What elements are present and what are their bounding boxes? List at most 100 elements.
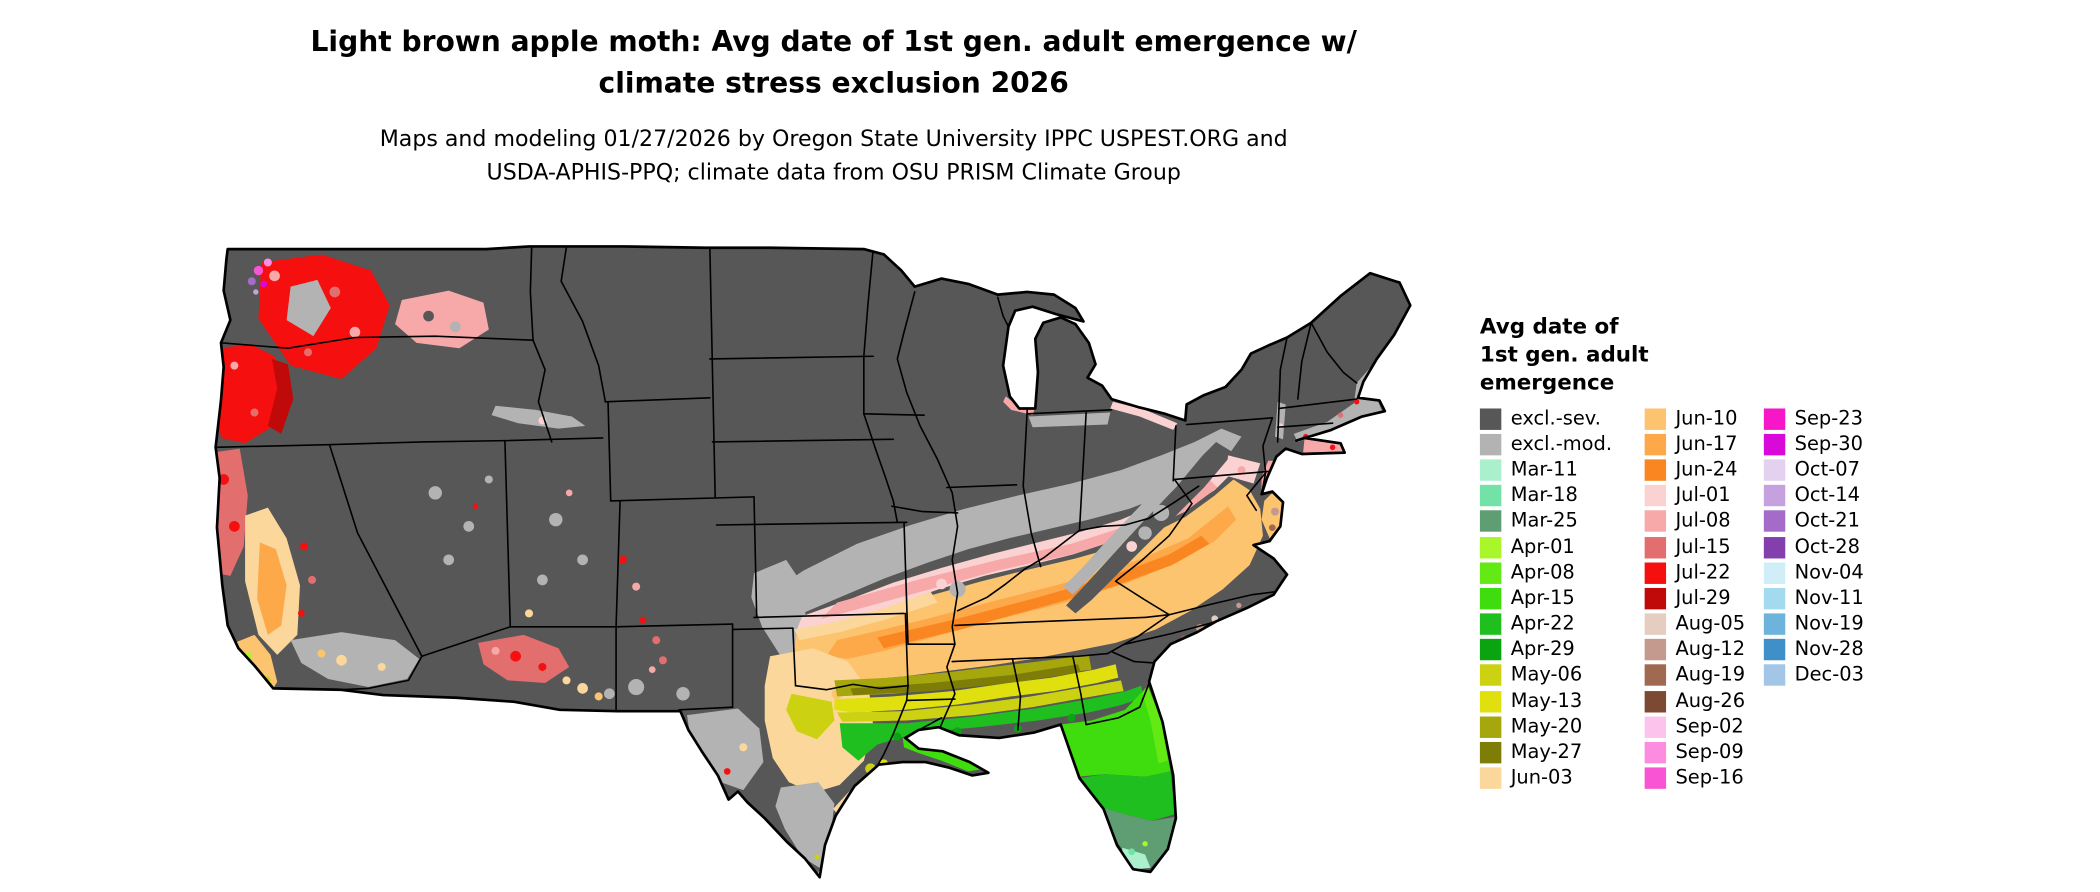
zone-valley-core (257, 542, 287, 635)
zone-speck (260, 280, 268, 288)
legend-label: Nov-28 (1794, 639, 1864, 661)
legend-entry: Nov-04 (1763, 560, 1887, 586)
legend-swatch (1644, 767, 1667, 790)
legend-entry: Apr-01 (1479, 534, 1645, 560)
legend-swatch (1644, 433, 1667, 456)
legend-label: Jun-17 (1675, 433, 1738, 456)
legend-swatch (1644, 742, 1667, 764)
legend-label: excl.-sev. (1510, 407, 1601, 430)
legend-swatch (1763, 459, 1786, 481)
legend-entry: Apr-15 (1479, 586, 1645, 612)
legend-swatch (1479, 613, 1502, 635)
legend-entry: Apr-22 (1479, 611, 1645, 637)
zone-speck (936, 578, 947, 590)
zone-speck (524, 609, 534, 618)
zone-az-mountains (478, 634, 570, 684)
zone-speck (562, 676, 571, 685)
legend-entry: Mar-18 (1479, 483, 1645, 509)
page-title: Light brown apple moth: Avg date of 1st … (201, 21, 1467, 104)
legend-label: Apr-29 (1510, 639, 1575, 661)
zone-speck (538, 662, 547, 671)
legend-label: Aug-12 (1675, 639, 1746, 661)
legend-label: Dec-03 (1794, 664, 1864, 687)
legend-swatch (1644, 536, 1667, 558)
legend-label: Aug-19 (1675, 664, 1746, 687)
zone-speck (336, 654, 347, 666)
zone-speck (1237, 466, 1246, 475)
zone-speck (1354, 399, 1360, 405)
legend-label: Mar-25 (1510, 510, 1578, 533)
legend-swatch (1479, 690, 1502, 713)
zone-orange-dark-core (877, 535, 1210, 649)
zone-appalachia-ridge (1066, 441, 1234, 614)
zone-speck (632, 582, 641, 591)
legend-label: Apr-22 (1510, 613, 1575, 635)
legend-title-line-2: 1st gen. adult (1479, 341, 1649, 367)
legend-label: Aug-26 (1675, 690, 1746, 713)
legend-entry: Aug-12 (1644, 637, 1764, 663)
legend-label: May-13 (1510, 690, 1583, 713)
legend-entry: excl.-mod. (1479, 431, 1645, 457)
legend-entry: May-06 (1479, 663, 1645, 689)
zone-speck (463, 520, 475, 532)
legend-swatch (1479, 742, 1502, 764)
legend-entry: Oct-21 (1763, 509, 1887, 535)
legend-swatch (1644, 664, 1667, 687)
zone-or-red (215, 344, 280, 444)
legend-entry: Jul-22 (1644, 560, 1764, 586)
zone-speck (423, 310, 434, 322)
legend-swatch (1644, 690, 1667, 713)
legend-entry: Aug-05 (1644, 611, 1764, 637)
zone-fl-east-strip (1142, 685, 1168, 764)
zone-ewa-pink (395, 290, 489, 349)
legend-entry: Dec-03 (1763, 663, 1887, 689)
legend: Avg date of 1st gen. adult emergence exc… (1479, 312, 1887, 791)
zone-speck (253, 289, 259, 295)
legend-swatch (1479, 587, 1502, 610)
legend-entry: May-13 (1479, 688, 1645, 714)
legend-label: Aug-05 (1675, 613, 1746, 635)
zone-speck (604, 688, 615, 700)
legend-swatch (1479, 433, 1502, 456)
legend-swatch (1763, 587, 1786, 610)
legend-entry: Jul-08 (1644, 509, 1764, 535)
zone-sca-coast (234, 634, 278, 689)
legend-swatch (1763, 562, 1786, 584)
legend-entry: Mar-25 (1479, 509, 1645, 535)
legend-label: Sep-30 (1794, 433, 1863, 456)
zone-or-cascades (267, 358, 294, 434)
legend-label: Oct-21 (1794, 510, 1860, 533)
zone-delmarva-orange (1261, 492, 1284, 539)
legend-column-3: Sep-23 Sep-30 Oct-07 Oct-14 Oct-21 Oct-2… (1763, 406, 1887, 791)
legend-label: Sep-02 (1675, 716, 1744, 738)
zone-speck (1268, 524, 1276, 532)
legend-label: Sep-16 (1675, 767, 1744, 790)
zone-midwest-gray-band (763, 428, 1242, 614)
zone-orange-core (826, 506, 1237, 659)
zone-speck (537, 574, 548, 586)
legend-label: Nov-11 (1794, 587, 1864, 610)
zone-speck (1236, 602, 1242, 609)
zone-speck (253, 265, 264, 276)
legend-label: Jul-22 (1675, 562, 1731, 584)
conus-outline (214, 245, 1412, 879)
zone-speck (329, 286, 341, 298)
zone-speck (1138, 526, 1152, 540)
legend-entry: Jun-24 (1644, 457, 1764, 483)
zone-speck (317, 649, 326, 658)
legend-swatch (1479, 639, 1502, 661)
legend-swatch (1644, 613, 1667, 635)
zone-speck (299, 542, 309, 551)
legend-swatch (1479, 459, 1502, 481)
zone-speck (577, 683, 588, 694)
zone-speck (1329, 444, 1336, 450)
zone-speck (549, 512, 563, 527)
zone-speck (723, 768, 731, 775)
legend-swatch (1763, 407, 1786, 430)
zone-smi-gray (1028, 412, 1111, 428)
legend-entry: Jul-15 (1644, 534, 1764, 560)
zone-speck (247, 277, 256, 286)
legend-label: Sep-23 (1794, 407, 1863, 430)
zone-speck (618, 555, 627, 564)
